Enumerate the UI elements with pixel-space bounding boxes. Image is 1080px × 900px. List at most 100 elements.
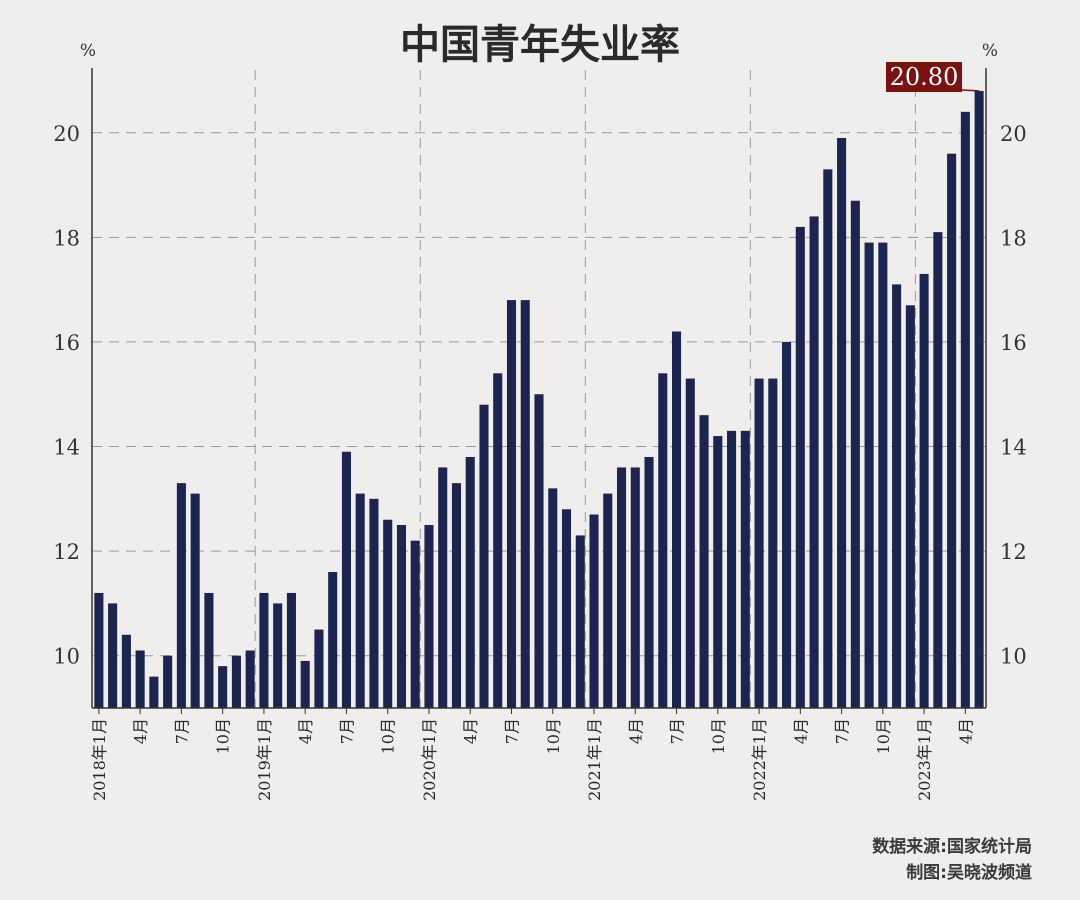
x-tick-label: 4月 (131, 718, 150, 744)
bar (534, 394, 544, 708)
bar (273, 603, 283, 708)
bar (740, 430, 750, 708)
bar (218, 666, 228, 708)
bar (231, 655, 241, 708)
y-tick-left: 10 (53, 645, 80, 669)
callout-box (886, 62, 962, 92)
bar (121, 634, 131, 708)
bar (451, 483, 462, 708)
x-tick-label: 2022年1月 (750, 718, 769, 801)
bar (960, 111, 970, 709)
y-tick-left: 16 (53, 331, 80, 355)
bar (603, 493, 613, 708)
x-tick-label: 10月 (379, 718, 398, 754)
bar (864, 242, 874, 708)
y-tick-right: 16 (1000, 331, 1027, 355)
callout-layer: 20.80 (886, 62, 980, 92)
bar (424, 524, 434, 708)
x-tick-label: 10月 (874, 718, 893, 754)
bar (259, 592, 269, 708)
bar (438, 467, 448, 708)
bar (506, 300, 517, 708)
x-tick-label: 2018年1月 (90, 718, 109, 801)
bar (176, 483, 186, 708)
bar (809, 216, 819, 708)
x-tick-label: 7月 (668, 718, 687, 744)
bar (561, 509, 572, 708)
callout-leader (961, 89, 980, 92)
bar (245, 650, 255, 708)
bar (548, 488, 558, 708)
bar (479, 404, 489, 708)
bar (672, 331, 682, 708)
x-tick-label: 10月 (709, 718, 728, 754)
bar (589, 514, 599, 708)
x-tick-label: 7月 (337, 718, 356, 744)
bar (850, 200, 860, 709)
bar (768, 378, 778, 708)
bar (410, 540, 420, 708)
x-tick-label: 4月 (791, 718, 810, 744)
y-tick-right: 20 (1000, 122, 1027, 146)
bar (355, 493, 365, 708)
bar (286, 592, 296, 708)
bar (699, 415, 709, 708)
y-tick-right: 14 (1000, 436, 1027, 460)
x-tick-label: 2019年1月 (255, 718, 274, 801)
axes-layer (91, 68, 987, 709)
bar (575, 535, 585, 708)
bar (383, 519, 393, 708)
y-tick-left: 12 (53, 540, 80, 564)
x-tick-label: 4月 (956, 718, 975, 744)
y-tick-right: 12 (1000, 540, 1027, 564)
bar (795, 226, 805, 708)
source-note: 数据来源:国家统计局 (872, 836, 1032, 857)
left-unit-label: % (80, 41, 96, 61)
x-tick-label: 4月 (296, 718, 315, 744)
bar (341, 451, 351, 708)
x-tick-label: 10月 (214, 718, 233, 754)
bar (396, 524, 406, 708)
bar (108, 603, 118, 708)
bar (149, 676, 159, 708)
bar (520, 300, 530, 708)
bar (947, 153, 957, 709)
bar (905, 305, 915, 708)
y-tick-left: 18 (53, 226, 80, 250)
y-tick-right: 18 (1000, 226, 1027, 250)
bar (685, 378, 695, 708)
bar (919, 273, 929, 708)
bar (754, 378, 764, 708)
bars-layer (94, 90, 984, 709)
bar (190, 493, 200, 708)
bar (630, 467, 640, 708)
x-labels-layer: 2018年1月 4月 7月 10月 2019年1月 4月 7月 10月 2020年1月 4月 7月 1… (90, 708, 975, 801)
bar (823, 169, 833, 709)
bar (465, 456, 475, 708)
bar (163, 655, 173, 708)
bar (493, 373, 503, 708)
bar (204, 592, 214, 708)
x-tick-label: 2023年1月 (915, 718, 934, 801)
x-tick-label: 7月 (833, 718, 852, 744)
bar (782, 341, 792, 708)
bar (713, 436, 723, 708)
y-tick-left: 14 (53, 436, 80, 460)
callout-value: 20.80 (890, 63, 959, 91)
bar (135, 650, 145, 708)
x-tick-label: 2021年1月 (585, 718, 604, 801)
bar (616, 467, 627, 708)
bar (658, 373, 668, 708)
bar (878, 242, 888, 708)
bar (369, 498, 379, 708)
x-tick-label: 4月 (461, 718, 480, 744)
x-tick-label: 2020年1月 (420, 718, 439, 801)
bar (837, 137, 847, 709)
y-tick-left: 20 (53, 122, 80, 146)
bar (933, 232, 943, 709)
y-tick-right: 10 (1000, 645, 1027, 669)
bar (892, 284, 902, 708)
credit-note: 制图:吴晓波频道 (906, 862, 1032, 883)
